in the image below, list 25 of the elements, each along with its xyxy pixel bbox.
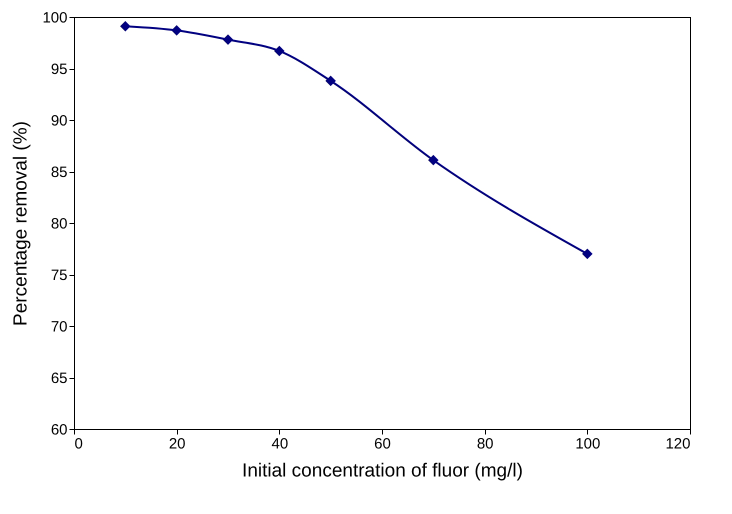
point bbox=[171, 25, 182, 36]
point bbox=[120, 21, 131, 32]
y-tick-label: 90 bbox=[50, 112, 68, 130]
point bbox=[325, 76, 336, 86]
y-tick-label: 95 bbox=[50, 61, 68, 78]
x-tick-label: 80 bbox=[476, 436, 494, 452]
y-tick-label: 75 bbox=[50, 267, 68, 284]
x-tick-label: 100 bbox=[575, 436, 600, 452]
y-tick-label: 100 bbox=[42, 10, 68, 26]
point bbox=[274, 46, 285, 56]
x-axis-title: Initial concentration of fluor (mg/l) bbox=[242, 460, 523, 482]
x-tick-label: 60 bbox=[374, 436, 391, 452]
point bbox=[428, 154, 439, 166]
y-tick-label: 80 bbox=[50, 216, 68, 232]
x-tick-label: 40 bbox=[271, 436, 288, 452]
x-tick-label: 120 bbox=[665, 436, 690, 452]
x-tick-label: 20 bbox=[168, 436, 186, 452]
y-tick-label: 65 bbox=[50, 370, 68, 387]
point bbox=[582, 248, 593, 260]
point bbox=[222, 34, 234, 45]
y-tick-label: 85 bbox=[50, 164, 68, 181]
y-tick-label: 60 bbox=[50, 422, 68, 438]
y-tick-label: 70 bbox=[50, 318, 68, 336]
x-tick-label: 0 bbox=[74, 436, 83, 452]
y-axis-title: Percentage removal (%) bbox=[10, 121, 32, 326]
